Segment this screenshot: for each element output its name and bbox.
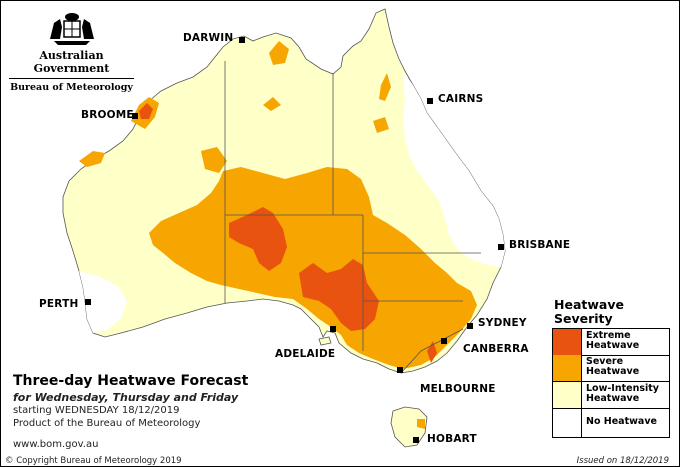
brisbane-label: BRISBANE <box>509 239 571 251</box>
canberra-marker <box>441 338 447 344</box>
hobart-label: HOBART <box>427 433 477 445</box>
legend-title-line2: Severity <box>554 311 613 326</box>
product-line: Product of the Bureau of Meteorology <box>13 418 201 429</box>
region-extreme-sa <box>299 259 379 331</box>
legend-swatch-none <box>553 409 582 437</box>
region-no-heatwave-west <box>79 271 127 333</box>
perth-marker <box>85 299 91 305</box>
legend-label-extreme: Extreme Heatwave <box>586 330 640 351</box>
map-subtitle: for Wednesday, Thursday and Friday <box>13 391 239 404</box>
region-extreme-canberra <box>427 341 437 363</box>
sydney-marker <box>467 323 473 329</box>
darwin-label: DARWIN <box>183 32 234 44</box>
region-extreme-broome <box>139 103 153 119</box>
issued-date: Issued on 18/12/2019 <box>576 456 669 466</box>
legend-title-line1: Heatwave <box>554 297 624 312</box>
perth-label: PERTH <box>39 298 79 310</box>
website-link[interactable]: www.bom.gov.au <box>13 439 99 450</box>
region-severe-tasmania <box>417 419 425 429</box>
legend-label-severe: Severe Heatwave <box>586 356 640 377</box>
region-severe-pilbara <box>79 151 105 167</box>
legend-title: Heatwave Severity <box>554 298 624 326</box>
canberra-label: CANBERRA <box>463 343 529 355</box>
region-severe-nt-north <box>269 41 289 65</box>
region-severe-tennant <box>263 97 281 111</box>
adelaide-marker <box>330 326 336 332</box>
hobart-marker <box>413 437 419 443</box>
agency-name: Bureau of Meteorology <box>9 78 134 93</box>
broome-marker <box>132 113 138 119</box>
melbourne-label: MELBOURNE <box>420 383 496 395</box>
copyright-notice: © Copyright Bureau of Meteorology 2019 <box>5 456 182 466</box>
state-borders <box>224 61 481 374</box>
legend-label-low: Low-Intensity Heatwave <box>586 383 659 404</box>
sydney-label: SYDNEY <box>478 317 527 329</box>
darwin-marker <box>239 37 245 43</box>
forecast-start: starting WEDNESDAY 18/12/2019 <box>13 405 180 416</box>
government-name: Australian Government <box>33 49 110 75</box>
cairns-label: CAIRNS <box>438 93 484 105</box>
map-title: Three-day Heatwave Forecast <box>13 373 249 389</box>
kangaroo-island <box>318 336 332 346</box>
region-severe-cape <box>373 117 389 133</box>
government-logo: Australian Government Bureau of Meteorol… <box>9 9 134 93</box>
region-severe-wa-east <box>201 147 227 173</box>
coat-of-arms-icon <box>49 13 94 45</box>
legend-item-extreme: Extreme Heatwave <box>552 328 670 356</box>
brisbane-marker <box>498 244 504 250</box>
legend-item-low: Low-Intensity Heatwave <box>552 382 670 409</box>
melbourne-marker <box>397 367 403 373</box>
legend-label-none: No Heatwave <box>586 416 657 427</box>
legend-swatch-low <box>553 382 582 408</box>
adelaide-label: ADELAIDE <box>275 348 336 360</box>
region-severe-gulf <box>379 73 391 101</box>
broome-label: BROOME <box>81 109 134 121</box>
legend-item-severe: Severe Heatwave <box>552 355 670 382</box>
cairns-marker <box>427 98 433 104</box>
legend-swatch-extreme <box>553 329 582 355</box>
legend-swatch-severe <box>553 355 582 381</box>
legend-item-none: No Heatwave <box>552 409 670 438</box>
region-extreme-central <box>229 207 287 271</box>
region-no-heatwave-east <box>403 71 505 267</box>
